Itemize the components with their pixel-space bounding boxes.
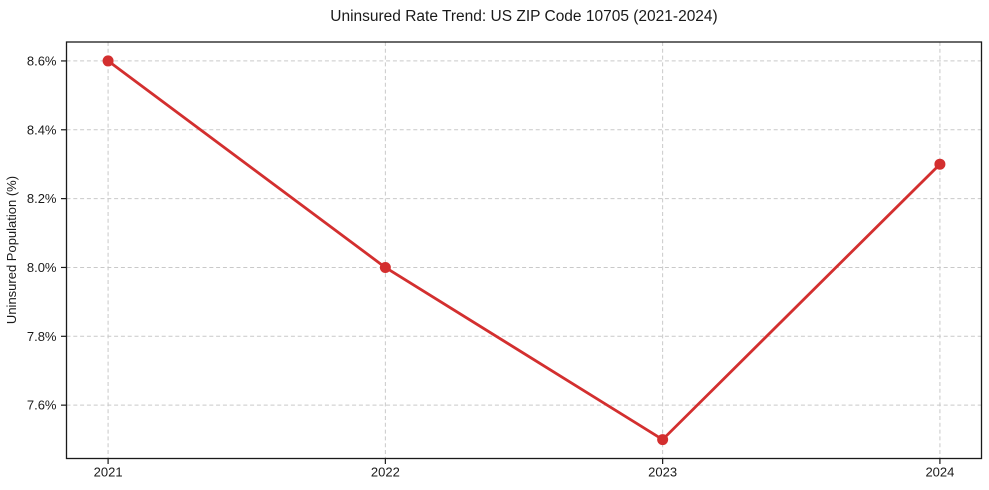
x-tick-label: 2021 [94, 465, 123, 480]
y-tick-label: 8.2% [27, 191, 57, 206]
y-tick-label: 8.6% [27, 53, 57, 68]
y-tick-label: 7.6% [27, 398, 57, 413]
y-tick-label: 7.8% [27, 329, 57, 344]
plot-generated-layer: 7.6% 7.8% 8.0% 8.2% 8.4% 8.6% 2021 2022 2023 2024 [27, 41, 983, 480]
y-tick-label: 8.0% [27, 260, 57, 275]
data-point-2021 [102, 55, 114, 67]
plot-border [65, 41, 983, 460]
data-point-2022 [379, 261, 391, 273]
x-tick-label: 2022 [371, 465, 400, 480]
data-point-2023 [657, 434, 669, 446]
x-tick-label: 2024 [925, 465, 954, 480]
y-axis-label: Uninsured Population (%) [4, 176, 19, 324]
trend-line [106, 59, 942, 441]
x-tick-label: 2023 [648, 465, 677, 480]
y-tick-label: 8.4% [27, 122, 57, 137]
chart-title: Uninsured Rate Trend: US ZIP Code 10705 … [330, 8, 717, 25]
data-point-2024 [934, 158, 946, 170]
